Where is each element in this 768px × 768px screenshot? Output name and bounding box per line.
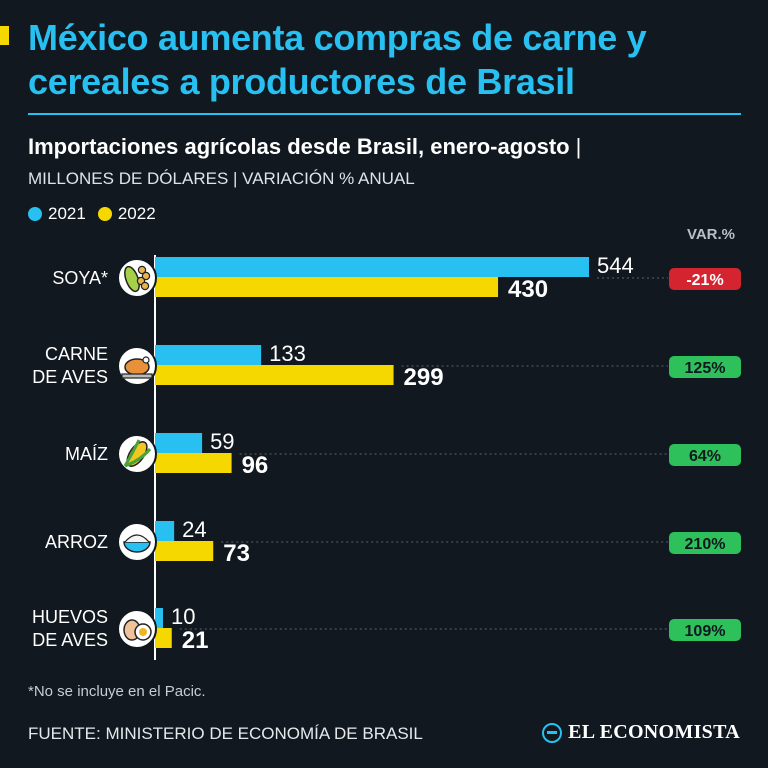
accent-bar [0, 26, 9, 45]
bar-2021 [155, 608, 163, 628]
chart-subtitle: Importaciones agrícolas desde Brasil, en… [28, 134, 581, 160]
brand-globe-icon [542, 722, 563, 743]
corn-icon [117, 434, 157, 474]
variation-value: 64% [689, 448, 721, 465]
category-label: ARROZ [45, 531, 108, 554]
eggs-icon [117, 609, 157, 649]
category-label-line: CARNE [44, 344, 108, 364]
legend-item-2021: 2021 [28, 204, 86, 224]
variation-value: 210% [685, 536, 726, 553]
bar-2021 [155, 345, 262, 365]
chart-units: MILLONES DE DÓLARES | VARIACIÓN % ANUAL [28, 169, 415, 188]
chart-title: México aumenta compras de carne y cereal… [28, 17, 647, 102]
variation-badge [669, 619, 741, 641]
value-label-2022: 430 [508, 276, 548, 303]
bar-2022 [155, 628, 172, 648]
brand-logo: EL ECONOMISTA [542, 721, 740, 744]
bar-2021 [155, 521, 175, 541]
value-label-2021: 59 [210, 429, 234, 454]
category-label-line: HUEVOS [31, 607, 108, 627]
legend-label-2022: 2022 [117, 204, 156, 223]
category-label-line: SOYA* [52, 267, 108, 288]
variation-badge [669, 532, 741, 554]
value-label-2021: 133 [269, 341, 306, 366]
legend-swatch-2021 [28, 207, 42, 221]
subtitle-pipe: | [575, 134, 582, 159]
category-label-line: MAÍZ [65, 443, 108, 464]
legend: 2021 2022 [28, 204, 168, 224]
roast-chicken-icon [117, 346, 157, 386]
subtitle-text: Importaciones agrícolas desde Brasil, en… [28, 134, 570, 159]
variation-value: 109% [685, 623, 726, 640]
brand-name: EL ECONOMISTA [568, 721, 740, 743]
legend-label-2021: 2021 [48, 204, 86, 223]
bar-2021 [155, 257, 589, 277]
variation-badge [669, 356, 741, 378]
legend-item-2022: 2022 [97, 204, 156, 224]
value-label-2021: 544 [597, 253, 634, 278]
variation-header: VAR.% [686, 226, 735, 243]
category-label-line: DE AVES [32, 367, 108, 387]
category-label: HUEVOS DE AVES [32, 606, 108, 652]
legend-swatch-2022 [97, 207, 112, 221]
value-label-2021: 24 [182, 517, 206, 542]
value-label-2022: 96 [242, 452, 269, 479]
value-label-2022: 73 [223, 540, 250, 567]
value-label-2021: 10 [171, 604, 195, 629]
title-divider [28, 113, 741, 115]
value-label-2022: 299 [404, 364, 444, 391]
rice-bowl-icon [117, 522, 157, 562]
bar-2022 [155, 365, 394, 385]
bar-2022 [155, 277, 499, 297]
bar-2022 [155, 453, 232, 473]
variation-badge [669, 444, 741, 466]
category-label: MAÍZ [65, 443, 108, 466]
variation-value: -21% [686, 272, 723, 289]
variation-value: 125% [685, 360, 726, 377]
variation-badge [669, 268, 741, 290]
category-label-line: DE AVES [32, 630, 108, 650]
bar-2021 [155, 433, 203, 453]
footnote: *No se incluye en el Pacic. [28, 683, 206, 700]
category-label: SOYA* [52, 267, 108, 290]
soybean-icon [117, 258, 157, 298]
source-note: FUENTE: MINISTERIO DE ECONOMÍA DE BRASIL [28, 724, 423, 743]
category-label-line: ARROZ [45, 531, 108, 552]
category-label: CARNE DE AVES [32, 343, 108, 389]
bar-2022 [155, 541, 214, 561]
value-label-2022: 21 [182, 627, 209, 654]
